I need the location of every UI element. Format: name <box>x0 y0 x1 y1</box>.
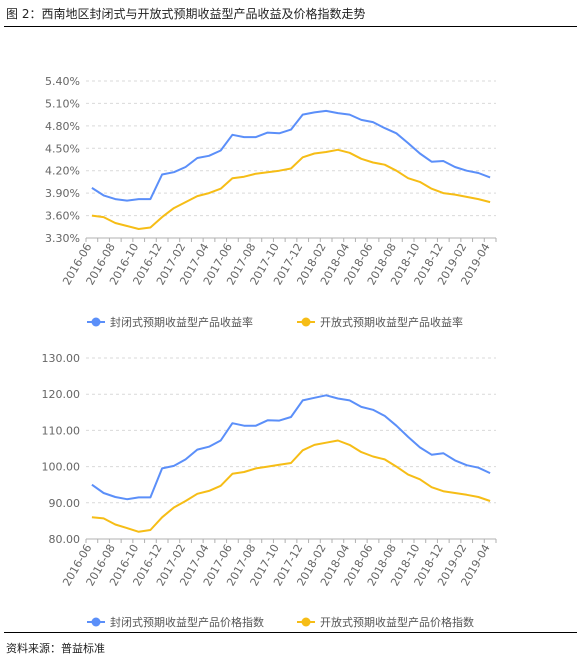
y-tick-label: 4.20% <box>45 165 80 178</box>
y-tick-label: 90.00 <box>49 497 81 510</box>
y-tick-label: 120.00 <box>42 388 81 401</box>
y-tick-label: 80.00 <box>49 533 81 546</box>
figure-title: 图 2：西南地区封闭式与开放式预期收益型产品收益及价格指数走势 <box>6 7 366 21</box>
y-tick-label: 110.00 <box>42 424 81 437</box>
top-rule <box>4 26 577 27</box>
y-tick-label: 3.60% <box>45 210 80 223</box>
legend-label-1: 开放式预期收益型产品价格指数 <box>320 615 474 629</box>
y-tick-label: 5.10% <box>45 97 80 110</box>
source-note: 资料来源：普益标准 <box>6 642 105 655</box>
y-tick-label: 3.90% <box>45 187 80 200</box>
legend-label-0: 封闭式预期收益型产品收益率 <box>110 315 253 329</box>
price-index-chart: 130.00120.00110.00100.0090.0080.002016-0… <box>42 352 497 629</box>
series-line-1 <box>91 148 491 230</box>
y-tick-label: 4.50% <box>45 142 80 155</box>
legend-swatch-dot-0[interactable] <box>91 317 101 327</box>
y-tick-label: 130.00 <box>42 352 81 365</box>
y-tick-label: 5.40% <box>45 75 80 88</box>
series-line-0 <box>91 109 491 202</box>
yield-chart: 5.40% 5.10% 4.80% 4.50% 4.20% 3.90% 3.60% 3.30%… <box>45 75 497 329</box>
series-line-0 <box>91 394 491 501</box>
series-line-1 <box>91 439 491 533</box>
legend-label-0: 封闭式预期收益型产品价格指数 <box>110 615 264 629</box>
y-tick-label: 100.00 <box>42 461 81 474</box>
legend-swatch-dot-1[interactable] <box>301 617 311 627</box>
legend-label-1: 开放式预期收益型产品收益率 <box>320 315 463 329</box>
bottom-rule <box>4 632 577 633</box>
legend-swatch-dot-0[interactable] <box>91 617 101 627</box>
y-tick-label: 3.30% <box>45 232 80 245</box>
y-tick-label: 4.80% <box>45 120 80 133</box>
legend-swatch-dot-1[interactable] <box>301 317 311 327</box>
